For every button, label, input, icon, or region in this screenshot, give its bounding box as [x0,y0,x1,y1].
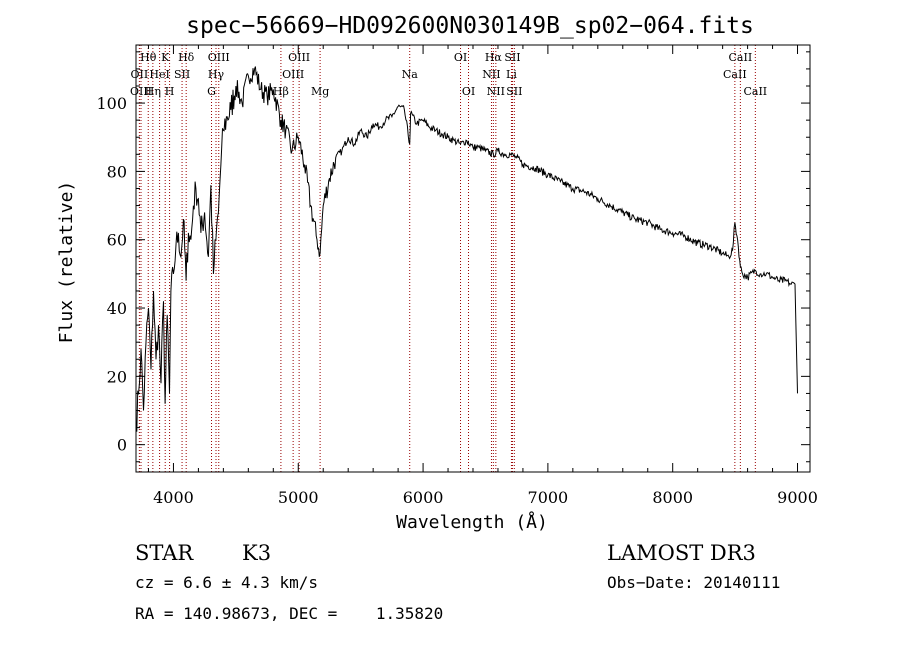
marker-label-11: G [207,85,216,98]
chart-title: spec−56669−HD092600N030149B_sp02−064.fit… [186,13,754,39]
marker-label-5: HeI [149,68,169,81]
marker-label-4: Hη [145,85,161,98]
marker-label-0: Hθ [140,51,157,64]
x-tick-label-3: 7000 [528,488,569,507]
marker-label-14: Hβ [273,85,289,98]
marker-label-1: OII [131,68,149,81]
marker-label-8: Hδ [178,51,195,64]
marker-label-15: Mg [311,85,329,98]
x-tick-label-5: 9000 [777,488,818,507]
y-tick-label-5: 100 [96,94,127,113]
y-tick-label-1: 20 [107,367,127,386]
x-tick-label-2: 6000 [403,488,444,507]
y-tick-label-4: 80 [107,162,127,181]
redshift-velocity: cz = 6.6 ± 4.3 km/s [135,573,318,592]
observation-date: Obs−Date: 20140111 [607,573,780,592]
x-axis-label: Wavelength (Å) [396,511,548,533]
marker-label-16: Na [402,68,419,81]
y-tick-label-2: 40 [107,299,127,318]
marker-label-24: SII [506,85,522,98]
marker-label-22: Li [506,68,517,81]
marker-label-25: CaII [729,51,753,64]
object-class: STAR [135,541,194,565]
marker-label-6: H [165,85,175,98]
marker-lines [138,45,756,472]
marker-label-17: OI [454,51,467,64]
marker-label-9: OIII [208,51,230,64]
marker-label-21: NII [482,68,500,81]
marker-label-19: Hα [485,51,503,64]
y-tick-label-3: 60 [107,231,127,250]
marker-label-10: Hγ [208,68,225,81]
coordinates: RA = 140.98673, DEC = 1.35820 [135,604,443,623]
axis-ticks [136,45,810,472]
y-axis-label: Flux (relative) [56,181,77,344]
survey-name: LAMOST DR3 [607,541,756,565]
marker-label-12: OIII [288,51,310,64]
x-tick-label-0: 4000 [153,488,194,507]
plot-frame [135,44,811,473]
marker-labels: Hθ OII OIII K Hη HeI H SII Hδ OIII Hγ G OIII OIII Hβ Mg… [130,51,767,98]
marker-label-27: CaII [743,85,767,98]
marker-label-3: K [161,51,170,64]
marker-label-18: OI [462,85,475,98]
marker-label-20: SII [504,51,520,64]
object-subclass: K3 [242,541,271,565]
marker-label-26: CaII [723,68,747,81]
spectrum-line [135,66,798,432]
y-tick-label-0: 0 [117,436,127,455]
x-tick-label-4: 8000 [652,488,693,507]
axis-tick-labels: 4000 5000 6000 7000 8000 9000 0 20 40 60 80 100 [96,94,817,507]
x-tick-label-1: 5000 [278,488,319,507]
marker-label-2: OIII [130,85,152,98]
marker-label-7: SII [174,68,190,81]
marker-label-23: NII [487,85,505,98]
marker-label-13: OIII [282,68,304,81]
